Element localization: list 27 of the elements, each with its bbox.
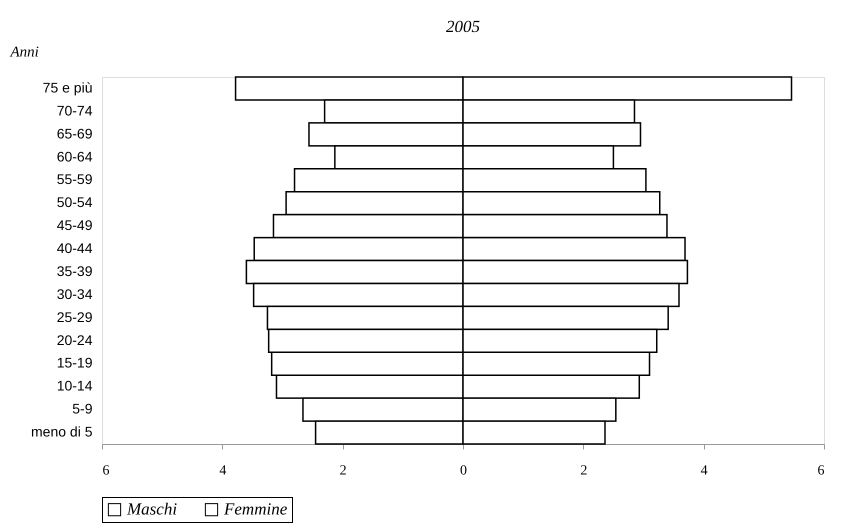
x-tick-label: 2 — [580, 464, 588, 478]
y-tick-label: 40-44 — [56, 240, 93, 256]
y-tick-label: 60-64 — [56, 148, 93, 164]
y-tick-label: 55-59 — [56, 171, 93, 188]
x-tick-label: 4 — [219, 464, 226, 478]
x-tick-label: 0 — [460, 464, 467, 478]
legend-label: Femmine — [223, 500, 288, 519]
y-tick-label: 65-69 — [56, 125, 93, 142]
y-tick-label: 5-9 — [72, 400, 93, 417]
chart-title: 2005 — [446, 17, 480, 36]
legend-label: Maschi — [126, 500, 178, 519]
y-tick-label: 70-74 — [56, 102, 93, 118]
y-tick-label: 75 e più — [42, 79, 92, 96]
y-tick-label: 30-34 — [56, 286, 93, 302]
y-tick-label: 25-29 — [56, 308, 93, 325]
y-tick-label: 10-14 — [56, 378, 93, 394]
y-tick-label: 45-49 — [56, 217, 93, 234]
x-tick-label: 4 — [700, 464, 708, 478]
y-tick-label: meno di 5 — [31, 424, 93, 440]
y-tick-label: 35-39 — [56, 262, 93, 279]
y-tick-label: 20-24 — [56, 332, 93, 348]
y-axis-title: Anni — [10, 44, 39, 60]
x-tick-label: 6 — [818, 464, 824, 478]
x-tick-label: 6 — [102, 464, 110, 478]
x-tick-label: 2 — [340, 464, 347, 478]
y-tick-label: 50-54 — [56, 194, 93, 210]
y-tick-label: 15-19 — [56, 354, 93, 371]
